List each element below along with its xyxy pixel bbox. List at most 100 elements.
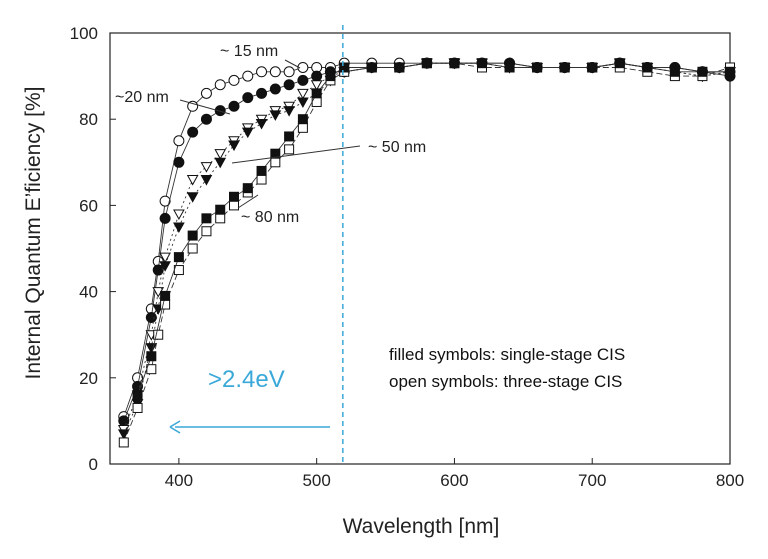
- data-point: [200, 162, 213, 173]
- data-point: [297, 122, 308, 133]
- data-point: [200, 87, 212, 99]
- data-point: [118, 415, 130, 427]
- data-point: [160, 290, 171, 301]
- data-point: [173, 135, 185, 147]
- data-point: [187, 230, 198, 241]
- x-tick-label: 500: [302, 471, 330, 490]
- annotation-50nm: ~ 50 nm: [368, 139, 426, 156]
- data-point: [152, 264, 164, 276]
- data-point: [284, 131, 295, 142]
- data-point: [228, 140, 240, 152]
- y-tick-label: 20: [79, 369, 98, 388]
- data-point: [366, 62, 377, 73]
- note-filled-symbols: filled symbols: single-stage CIS: [389, 345, 625, 364]
- data-point: [173, 156, 185, 168]
- y-tick-label: 60: [79, 196, 98, 215]
- data-point: [270, 148, 281, 159]
- data-point: [153, 329, 164, 340]
- data-point: [311, 70, 323, 82]
- data-point: [642, 62, 653, 73]
- data-point: [256, 87, 268, 99]
- data-point: [173, 222, 185, 233]
- series-line: [123, 62, 731, 430]
- data-point: [229, 200, 239, 211]
- annotation-leader-50nm: [231, 145, 361, 164]
- data-point: [559, 62, 570, 73]
- data-point: [187, 243, 198, 254]
- data-point: [297, 88, 309, 100]
- annotation-leader-15nm: [284, 59, 301, 69]
- note-open-symbols: open symbols: three-stage CIS: [389, 372, 622, 391]
- data-point: [256, 66, 268, 78]
- data-point: [173, 252, 184, 263]
- y-tick-label: 0: [89, 455, 98, 474]
- data-point: [297, 61, 309, 73]
- data-point: [186, 175, 199, 186]
- data-point: [284, 144, 295, 155]
- data-point: [187, 126, 199, 138]
- y-tick-label: 100: [70, 24, 98, 43]
- data-point: [256, 174, 267, 185]
- data-point: [214, 149, 227, 160]
- x-tick-label: 800: [716, 471, 744, 490]
- y-tick-label: 40: [79, 283, 98, 302]
- data-point: [228, 100, 240, 112]
- energy-indicator: >2.4eV: [169, 366, 330, 434]
- data-point: [256, 165, 267, 176]
- data-point: [297, 114, 308, 125]
- data-point: [132, 390, 143, 401]
- data-point: [283, 106, 295, 117]
- data-point: [394, 62, 405, 73]
- annotation-leader-80nm: [237, 194, 259, 209]
- data-point: [242, 70, 254, 82]
- x-tick-label: 700: [578, 471, 606, 490]
- data-point: [214, 157, 227, 169]
- data-point: [697, 66, 708, 77]
- data-point: [132, 402, 143, 413]
- data-point: [200, 113, 212, 125]
- data-point: [269, 110, 282, 121]
- series-5: [132, 58, 735, 401]
- data-point: [186, 192, 199, 203]
- data-point: [117, 429, 130, 440]
- plot-frame: [109, 32, 731, 465]
- data-point: [449, 58, 460, 69]
- data-point: [255, 119, 268, 130]
- data-point: [242, 92, 254, 104]
- data-point: [532, 62, 543, 73]
- y-axis-label: Internal Quantum E’ficiency [%]: [22, 87, 45, 380]
- x-tick-label: 600: [440, 471, 468, 490]
- data-point: [725, 66, 735, 77]
- data-point: [325, 71, 336, 82]
- data-point: [269, 83, 281, 95]
- energy-label: >2.4eV: [208, 366, 285, 393]
- data-point: [214, 105, 226, 117]
- data-point: [159, 195, 171, 207]
- data-point: [270, 157, 281, 168]
- data-point: [421, 58, 432, 69]
- annotation-15nm: ~ 15 nm: [220, 43, 278, 60]
- data-point: [669, 66, 680, 77]
- data-point: [201, 226, 212, 237]
- data-point: [477, 58, 487, 69]
- data-point: [159, 252, 171, 264]
- data-point: [587, 62, 598, 73]
- annotation-20nm: ~20 nm: [115, 89, 169, 106]
- data-point: [228, 74, 240, 86]
- annotation-leader-20nm: [179, 99, 231, 115]
- annotation-layer: ~ 15 nm ~20 nm ~ 50 nm ~ 80 nm: [115, 43, 426, 226]
- data-point: [241, 127, 254, 139]
- series-line: [123, 62, 731, 434]
- y-tick-label: 80: [79, 110, 98, 129]
- data-point: [504, 62, 515, 73]
- x-axis-label: Wavelength [nm]: [343, 515, 500, 538]
- data-point: [229, 191, 239, 202]
- data-point: [200, 175, 213, 186]
- data-point: [159, 212, 171, 224]
- data-point: [215, 204, 226, 215]
- data-point: [297, 74, 309, 86]
- energy-arrow-head: [169, 420, 181, 434]
- data-point: [614, 58, 625, 69]
- data-point: [242, 183, 253, 194]
